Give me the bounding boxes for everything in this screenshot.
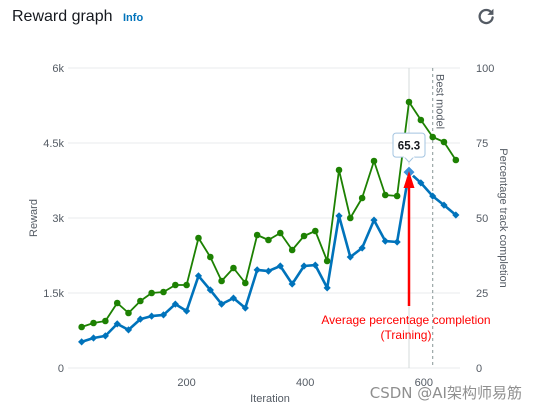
completion-point xyxy=(393,238,401,246)
reward-point xyxy=(265,236,272,244)
reward-point xyxy=(429,133,437,141)
completion-point xyxy=(148,312,156,320)
annotation-arrowhead xyxy=(403,171,415,188)
y-tick-label: 6k xyxy=(52,63,64,75)
refresh-icon xyxy=(478,8,494,25)
completion-point xyxy=(335,212,343,220)
reward-point xyxy=(440,138,448,146)
y-tick-label: 3k xyxy=(52,213,64,225)
y2-tick-label: 25 xyxy=(476,288,488,300)
completion-point xyxy=(276,262,284,270)
reward-point xyxy=(218,277,225,285)
reward-point xyxy=(207,253,214,261)
reward-point xyxy=(113,299,121,307)
y-tick-label: 0 xyxy=(58,363,64,375)
annotation: Average percentage completion (Training) xyxy=(321,171,491,342)
completion-point xyxy=(113,320,121,328)
completion-point xyxy=(381,237,389,245)
reward-point xyxy=(125,309,132,317)
completion-point xyxy=(89,334,98,342)
reward-point xyxy=(346,214,354,222)
reward-point xyxy=(300,232,308,240)
reward-point xyxy=(417,116,425,124)
completion-point xyxy=(346,253,354,261)
reward-point xyxy=(160,288,167,296)
completion-point xyxy=(241,304,249,312)
reference-lines: Best model xyxy=(408,68,446,368)
annotation-line-2: (Training) xyxy=(381,328,432,342)
y-tick-label: 1.5k xyxy=(43,288,64,300)
reward-point xyxy=(102,317,109,325)
refresh-button[interactable] xyxy=(477,7,495,25)
reward-point xyxy=(90,319,97,327)
y2-tick-label: 75 xyxy=(476,138,488,150)
reward-point xyxy=(370,157,378,165)
completion-point xyxy=(323,284,331,292)
completion-point xyxy=(159,311,168,319)
reward-point xyxy=(358,194,366,202)
reward-point xyxy=(405,98,413,106)
completion-point xyxy=(264,267,273,275)
completion-point xyxy=(183,307,191,315)
reward-point xyxy=(311,227,319,235)
y2-tick-label: 0 xyxy=(476,363,482,375)
watermark: CSDN @AI架构师易筋 xyxy=(370,384,522,402)
reward-point xyxy=(148,289,155,297)
reward-point xyxy=(381,191,389,199)
reward-point xyxy=(137,297,144,305)
reward-point xyxy=(183,281,190,289)
completion-point xyxy=(370,216,378,224)
x-tick-label: 600 xyxy=(415,377,433,389)
info-link[interactable]: Info xyxy=(123,12,144,24)
reward-point xyxy=(277,229,284,237)
annotation-line-1: Average percentage completion xyxy=(321,313,490,327)
completion-point xyxy=(194,272,203,280)
y2-tick-label: 50 xyxy=(476,213,488,225)
completion-point xyxy=(311,261,319,269)
hover-tooltip: 65.3 xyxy=(392,132,426,180)
completion-point xyxy=(171,300,179,308)
reward-point xyxy=(288,246,296,254)
x-axis-title: Iteration xyxy=(250,393,290,405)
completion-point xyxy=(300,262,308,270)
completion-point xyxy=(440,201,448,209)
reward-point xyxy=(195,234,202,242)
completion-point xyxy=(124,326,133,334)
tooltip-pointer-mask xyxy=(403,155,415,158)
completion-point xyxy=(288,280,296,288)
reward-point xyxy=(78,323,85,331)
panel-title: Reward graph xyxy=(12,8,113,25)
x-tick-label: 200 xyxy=(177,377,195,389)
axis-ticks: 0 1.5k 3k 4.5k 6k 0 25 50 75 100 200 400 600 xyxy=(43,63,494,389)
reward-point xyxy=(172,281,179,289)
completion-point xyxy=(253,266,261,274)
completion-point xyxy=(429,192,437,200)
reward-point xyxy=(323,257,331,265)
completion-point xyxy=(217,300,226,308)
reward-point xyxy=(230,264,237,272)
completion-point xyxy=(229,294,238,302)
reward-point xyxy=(452,156,460,164)
reward-point xyxy=(242,279,249,287)
x-tick-label: 400 xyxy=(296,377,314,389)
reward-point xyxy=(393,192,401,200)
y2-tick-label: 100 xyxy=(476,63,494,75)
completion-point xyxy=(136,315,144,323)
completion-point xyxy=(417,179,425,187)
completion-point xyxy=(206,286,214,294)
completion-point xyxy=(101,332,109,340)
reward-point xyxy=(253,231,261,239)
y-tick-label: 4.5k xyxy=(43,138,64,150)
y2-axis-title: Percentage track completion xyxy=(497,148,509,287)
best-model-label: Best model xyxy=(434,74,446,129)
completion-point xyxy=(78,338,86,346)
completion-point xyxy=(358,244,366,252)
series xyxy=(78,98,460,346)
tooltip-value: 65.3 xyxy=(398,141,420,153)
reward-point xyxy=(335,166,343,174)
completion-point xyxy=(452,211,460,219)
y-axis-title: Reward xyxy=(28,199,40,237)
